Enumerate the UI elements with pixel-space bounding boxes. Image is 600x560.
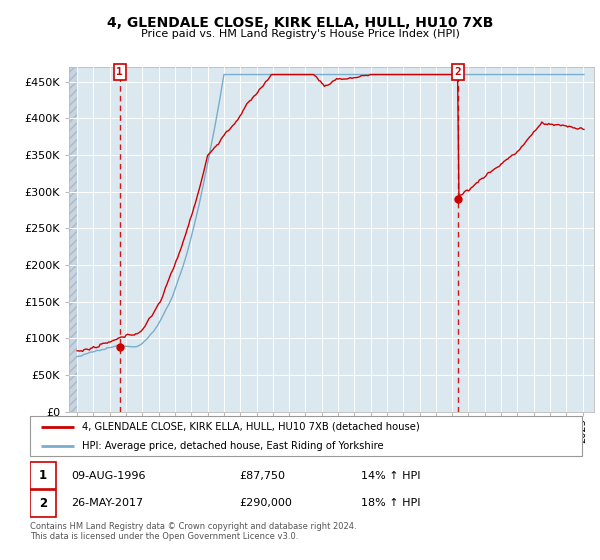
Text: Price paid vs. HM Land Registry's House Price Index (HPI): Price paid vs. HM Land Registry's House … xyxy=(140,29,460,39)
Text: 26-MAY-2017: 26-MAY-2017 xyxy=(71,498,143,508)
Text: 4, GLENDALE CLOSE, KIRK ELLA, HULL, HU10 7XB (detached house): 4, GLENDALE CLOSE, KIRK ELLA, HULL, HU10… xyxy=(82,422,420,432)
Text: 14% ↑ HPI: 14% ↑ HPI xyxy=(361,470,421,480)
Bar xyxy=(69,67,77,412)
Text: 2: 2 xyxy=(39,497,47,510)
Text: 4, GLENDALE CLOSE, KIRK ELLA, HULL, HU10 7XB: 4, GLENDALE CLOSE, KIRK ELLA, HULL, HU10… xyxy=(107,16,493,30)
Text: HPI: Average price, detached house, East Riding of Yorkshire: HPI: Average price, detached house, East… xyxy=(82,441,384,450)
Text: £87,750: £87,750 xyxy=(240,470,286,480)
Text: 09-AUG-1996: 09-AUG-1996 xyxy=(71,470,146,480)
Text: Contains HM Land Registry data © Crown copyright and database right 2024.
This d: Contains HM Land Registry data © Crown c… xyxy=(30,522,356,542)
Bar xyxy=(30,490,56,516)
Bar xyxy=(30,463,56,489)
Text: £290,000: £290,000 xyxy=(240,498,293,508)
Text: 2: 2 xyxy=(455,67,461,77)
Text: 1: 1 xyxy=(116,67,123,77)
Text: 1: 1 xyxy=(39,469,47,482)
Text: 18% ↑ HPI: 18% ↑ HPI xyxy=(361,498,421,508)
